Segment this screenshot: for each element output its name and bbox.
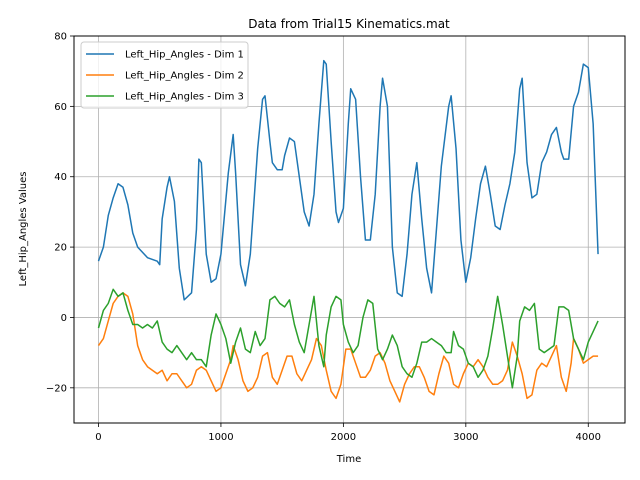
legend: Left_Hip_Angles - Dim 1 Left_Hip_Angles -…	[80, 41, 249, 109]
series-line-dim-1	[97, 59, 599, 301]
y-axis-label: Left_Hip_Angles Values	[18, 172, 29, 287]
legend-label-dim-1: Left_Hip_Angles - Dim 1	[125, 50, 244, 61]
y-tick-label: 0	[61, 313, 67, 324]
legend-label-dim-3: Left_Hip_Angles - Dim 3	[125, 92, 244, 103]
x-tick-label: 0	[95, 432, 101, 443]
x-tick-label: 3000	[453, 432, 478, 443]
y-tick-label: −20	[46, 383, 67, 394]
x-axis-label: Time	[336, 454, 361, 465]
y-tick-label: 80	[54, 32, 67, 43]
y-tick-label: 40	[54, 172, 67, 183]
series-line-dim-3	[97, 288, 599, 389]
x-tick-label: 4000	[576, 432, 601, 443]
series-line-dim-2	[97, 292, 599, 403]
x-tick-label: 2000	[331, 432, 356, 443]
chart-title: Data from Trial15 Kinematics.mat	[248, 17, 450, 31]
ticks: 0 1000 2000 3000 4000 −20 0 20 40 60 80	[46, 32, 601, 444]
y-tick-label: 20	[54, 243, 67, 254]
series-lines	[97, 59, 599, 403]
legend-label-dim-2: Left_Hip_Angles - Dim 2	[125, 71, 244, 82]
plot-frame	[73, 35, 626, 424]
y-tick-label: 60	[54, 102, 67, 113]
legend-box	[80, 41, 249, 109]
x-tick-label: 1000	[208, 432, 233, 443]
